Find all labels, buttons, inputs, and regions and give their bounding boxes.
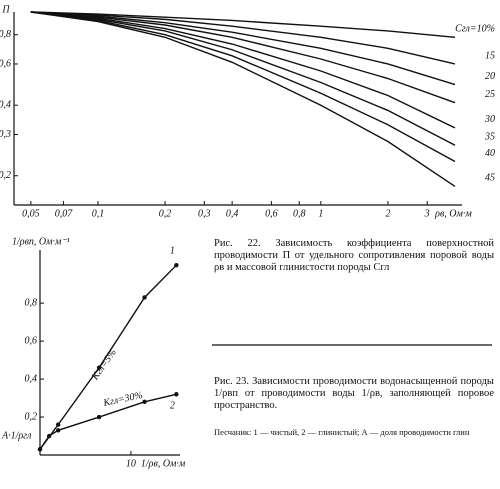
curve xyxy=(30,11,456,38)
series-label: 35 xyxy=(484,131,495,142)
series-label: 25 xyxy=(485,89,495,100)
y-tick-label: 0,8 xyxy=(0,29,11,40)
series-label: 2 xyxy=(170,401,175,412)
x-tick-label: 0,1 xyxy=(92,208,105,219)
series-label: 45 xyxy=(485,173,495,184)
x-tick-label: 0,6 xyxy=(265,208,278,219)
point xyxy=(46,433,52,439)
point xyxy=(142,295,147,300)
x-tick-label: 3 xyxy=(424,208,430,219)
y-tick-label: 0,2 xyxy=(0,170,11,181)
series-label: Сгл=10% xyxy=(455,24,495,35)
point xyxy=(142,399,147,405)
annotation: A·1/ρгл xyxy=(1,430,32,441)
y-axis-label: П xyxy=(1,4,10,15)
point xyxy=(96,414,102,420)
x-tick-label: 0,07 xyxy=(55,208,74,219)
series-label: 20 xyxy=(485,71,495,82)
curve xyxy=(30,11,456,86)
series-label: 40 xyxy=(485,148,495,159)
y-tick-label: 0,3 xyxy=(0,129,11,140)
curve xyxy=(30,11,456,163)
y-tick-label: 0,6 xyxy=(0,58,11,69)
x-axis-label: 1/ρв, Ом·м xyxy=(141,458,186,469)
curve xyxy=(30,11,456,146)
x-axis-label: ρв, Ом·м xyxy=(434,208,472,219)
caption-note: Песчаник: 1 — чистый, 2 — глинистый; А —… xyxy=(214,427,470,437)
curve xyxy=(39,393,177,450)
point xyxy=(96,365,102,370)
x-tick-label: 0,05 xyxy=(22,208,40,219)
curve xyxy=(30,11,456,104)
x-tick-label: 2 xyxy=(385,208,390,219)
y-tick-label: 0,4 xyxy=(25,373,38,384)
point xyxy=(55,422,61,427)
series-label: 1 xyxy=(170,245,175,256)
x-tick-label: 0,4 xyxy=(226,208,239,219)
x-tick-label: 0,2 xyxy=(159,208,172,219)
y-axis-label: 1/ρвп, Ом·м⁻¹ xyxy=(12,236,70,247)
point xyxy=(174,392,179,397)
y-tick-label: 0,6 xyxy=(25,335,38,346)
x-tick-label: 1 xyxy=(318,208,323,219)
point xyxy=(55,428,61,433)
point xyxy=(174,262,179,268)
y-tick-label: 0,4 xyxy=(0,100,11,111)
annotation: Kгл=5% xyxy=(89,347,119,383)
point xyxy=(37,447,43,452)
series-label: 30 xyxy=(484,114,495,125)
caption: Рис. 23. Зависимости проводимости водона… xyxy=(214,376,494,411)
x-tick-label: 0,8 xyxy=(293,208,306,219)
y-tick-label: 0,2 xyxy=(25,411,38,422)
x-tick-label: 10 xyxy=(126,458,136,469)
curve xyxy=(30,11,456,65)
x-tick-label: 0,3 xyxy=(198,208,211,219)
curve xyxy=(30,11,456,129)
series-label: 15 xyxy=(485,50,495,61)
curve xyxy=(30,11,456,188)
annotation: Kгл=30% xyxy=(101,390,143,409)
y-tick-label: 0,8 xyxy=(25,297,38,308)
caption: Рис. 22. Зависимость коэффициента поверх… xyxy=(214,238,494,273)
